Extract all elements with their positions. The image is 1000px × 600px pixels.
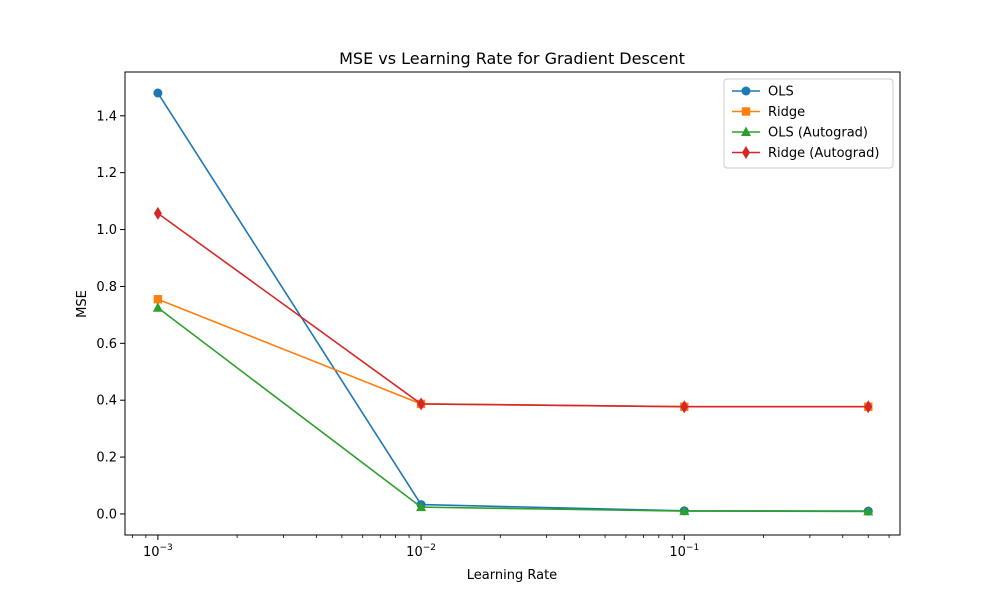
data-point [153,295,163,304]
series-ridge [153,295,873,411]
x-axis: 10−3 10−2 10−1 [131,535,890,560]
x-axis-label: Learning Rate [467,568,557,583]
series-ols-autograd [152,302,874,516]
data-point [152,302,163,312]
legend-marker [741,107,751,116]
y-tick-label: 0.4 [96,394,117,409]
series-line [157,307,869,513]
data-point [417,397,426,411]
legend-marker [742,146,750,159]
legend-label: Ridge [768,105,805,120]
data-point [679,505,690,516]
legend-item: OLS [732,85,794,100]
y-tick-label: 0.0 [96,507,117,522]
y-tick-label: 0.2 [96,451,117,466]
y-tick-label: 0.8 [96,280,117,295]
legend-label: Ridge (Autograd) [768,146,879,161]
data-point [416,501,427,512]
y-tick-label: 0.6 [96,337,117,352]
legend-item: OLS (Autograd) [732,126,868,141]
x-tick-label: 10−3 [143,543,173,560]
legend-item: Ridge [732,105,805,120]
series-ridge-autograd [153,206,873,414]
x-tick-label: 10−1 [669,543,699,560]
data-point [153,206,162,220]
chart-title: MSE vs Learning Rate for Gradient Descen… [339,49,685,68]
data-point [863,505,874,516]
series-layer [152,88,874,516]
data-point [864,400,873,414]
plot-area [124,71,901,536]
y-tick-label: 1.0 [96,223,117,238]
y-tick-label: 1.4 [96,109,117,124]
legend-label: OLS (Autograd) [768,126,868,141]
legend-box [723,78,894,169]
legend-item: Ridge (Autograd) [732,146,879,161]
y-axis-label: MSE [75,290,90,318]
legend-label: OLS [768,85,794,100]
legend: OLS Ridge OLS (Autograd) Ridge (Autograd) [723,78,894,169]
legend-marker [741,86,751,96]
series-line [157,212,869,408]
y-axis: 0.0 0.2 0.4 0.6 0.8 1.0 1.2 1.4 [96,109,125,522]
data-point [680,400,689,414]
data-point [153,88,163,98]
x-tick-label: 10−2 [406,543,436,560]
y-tick-label: 1.2 [96,166,117,181]
series-line [157,298,869,408]
legend-marker [741,126,751,136]
